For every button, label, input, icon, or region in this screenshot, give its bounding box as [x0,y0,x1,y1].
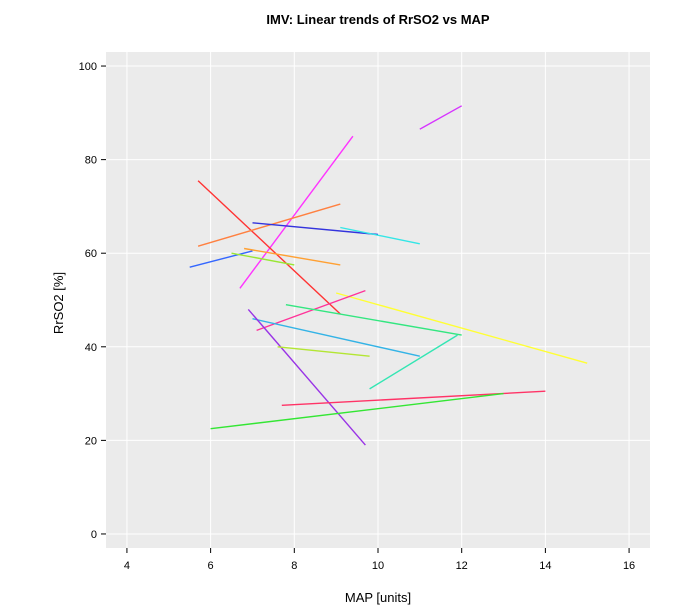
series-layer [189,105,588,446]
trend-line-5 [252,222,379,236]
y-tick-label: 40 [85,342,97,354]
trend-line-7 [189,250,253,268]
trend-line-9 [231,252,295,266]
trend-line-2 [239,135,354,289]
trend-line-1 [419,105,463,130]
trend-line-4 [197,203,341,247]
trend-line-8 [243,247,341,266]
x-tick-label: 14 [539,560,551,572]
y-axis: 0 20 40 60 80 100 [79,61,106,541]
x-tick-label: 16 [623,560,635,572]
x-tick-label: 6 [208,560,214,572]
trend-line-3 [197,180,341,315]
trend-line-6 [340,226,420,245]
trend-line-12 [285,304,462,336]
y-tick-label: 0 [91,529,97,541]
y-tick-label: 100 [79,61,97,73]
y-axis-label: RrSO2 [%] [51,272,66,334]
trend-line-16 [369,334,458,390]
trend-line-10 [336,292,588,364]
trend-line-13 [252,318,420,357]
y-tick-label: 20 [85,435,97,447]
x-tick-label: 10 [372,560,384,572]
x-axis: 4 6 8 10 12 14 16 [124,548,635,572]
x-tick-label: 4 [124,560,130,572]
trend-line-18 [210,392,504,430]
y-tick-label: 60 [85,248,97,260]
trend-line-15 [277,346,370,357]
trend-line-14 [247,308,366,446]
chart-title: IMV: Linear trends of RrSO2 vs MAP [266,12,490,27]
x-tick-label: 8 [291,560,297,572]
x-tick-label: 12 [456,560,468,572]
y-tick-label: 80 [85,155,97,167]
x-axis-label: MAP [units] [345,590,411,605]
